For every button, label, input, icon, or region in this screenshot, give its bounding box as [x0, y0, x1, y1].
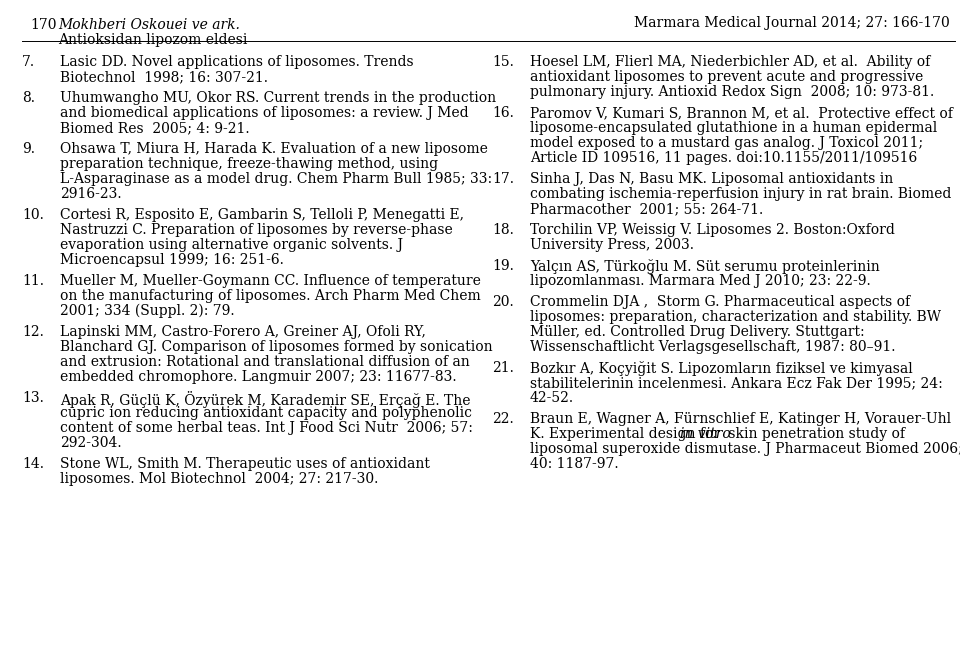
Text: cupric ion reducing antioxidant capacity and polyphenolic: cupric ion reducing antioxidant capacity…	[60, 406, 472, 420]
Text: on the manufacturing of liposomes. Arch Pharm Med Chem: on the manufacturing of liposomes. Arch …	[60, 289, 481, 303]
Text: Marmara Medical Journal 2014; 27: 166-170: Marmara Medical Journal 2014; 27: 166-17…	[635, 16, 950, 30]
Text: embedded chromophore. Langmuir 2007; 23: 11677-83.: embedded chromophore. Langmuir 2007; 23:…	[60, 370, 457, 384]
Text: 292-304.: 292-304.	[60, 436, 122, 450]
Text: 7.: 7.	[22, 55, 36, 69]
Text: 17.: 17.	[492, 172, 514, 186]
Text: Mokhberi Oskouei ve ark.: Mokhberi Oskouei ve ark.	[58, 18, 240, 32]
Text: 2001; 334 (Suppl. 2): 79.: 2001; 334 (Suppl. 2): 79.	[60, 304, 234, 319]
Text: Müller, ed. Controlled Drug Delivery. Stuttgart:: Müller, ed. Controlled Drug Delivery. St…	[530, 325, 865, 339]
Text: Pharmacother  2001; 55: 264-71.: Pharmacother 2001; 55: 264-71.	[530, 202, 763, 216]
Text: 21.: 21.	[492, 361, 514, 375]
Text: 20.: 20.	[492, 295, 514, 309]
Text: evaporation using alternative organic solvents. J: evaporation using alternative organic so…	[60, 238, 403, 252]
Text: skin penetration study of: skin penetration study of	[724, 427, 905, 441]
Text: in vitro: in vitro	[680, 427, 731, 441]
Text: Microencapsul 1999; 16: 251-6.: Microencapsul 1999; 16: 251-6.	[60, 253, 284, 267]
Text: pulmonary injury. Antioxid Redox Sign  2008; 10: 973-81.: pulmonary injury. Antioxid Redox Sign 20…	[530, 85, 934, 99]
Text: 13.: 13.	[22, 391, 44, 405]
Text: 2916-23.: 2916-23.	[60, 187, 122, 201]
Text: Uhumwangho MU, Okor RS. Current trends in the production: Uhumwangho MU, Okor RS. Current trends i…	[60, 91, 496, 105]
Text: 9.: 9.	[22, 142, 35, 156]
Text: liposomes. Mol Biotechnol  2004; 27: 217-30.: liposomes. Mol Biotechnol 2004; 27: 217-…	[60, 472, 378, 486]
Text: model exposed to a mustard gas analog. J Toxicol 2011;: model exposed to a mustard gas analog. J…	[530, 136, 924, 150]
Text: Torchilin VP, Weissig V. Liposomes 2. Boston:Oxford: Torchilin VP, Weissig V. Liposomes 2. Bo…	[530, 223, 895, 237]
Text: Paromov V, Kumari S, Brannon M, et al.  Protective effect of: Paromov V, Kumari S, Brannon M, et al. P…	[530, 106, 953, 120]
Text: Ohsawa T, Miura H, Harada K. Evaluation of a new liposome: Ohsawa T, Miura H, Harada K. Evaluation …	[60, 142, 488, 156]
Text: University Press, 2003.: University Press, 2003.	[530, 238, 694, 252]
Text: Braun E, Wagner A, Fürnschlief E, Katinger H, Vorauer-Uhl: Braun E, Wagner A, Fürnschlief E, Kating…	[530, 412, 951, 426]
Text: Mueller M, Mueller-Goymann CC. Influence of temperature: Mueller M, Mueller-Goymann CC. Influence…	[60, 274, 481, 288]
Text: 40: 1187-97.: 40: 1187-97.	[530, 457, 618, 471]
Text: Biotechnol  1998; 16: 307-21.: Biotechnol 1998; 16: 307-21.	[60, 70, 268, 84]
Text: K. Experimental design for: K. Experimental design for	[530, 427, 725, 441]
Text: Article ID 109516, 11 pages. doi:10.1155/2011/109516: Article ID 109516, 11 pages. doi:10.1155…	[530, 151, 917, 165]
Text: Biomed Res  2005; 4: 9-21.: Biomed Res 2005; 4: 9-21.	[60, 121, 250, 135]
Text: Antioksidan lipozom eldesi: Antioksidan lipozom eldesi	[58, 33, 248, 47]
Text: stabilitelerinin incelenmesi. Ankara Ecz Fak Der 1995; 24:: stabilitelerinin incelenmesi. Ankara Ecz…	[530, 376, 943, 390]
Text: preparation technique, freeze-thawing method, using: preparation technique, freeze-thawing me…	[60, 157, 438, 171]
Text: L-Asparaginase as a model drug. Chem Pharm Bull 1985; 33:: L-Asparaginase as a model drug. Chem Pha…	[60, 172, 492, 186]
Text: combating ischemia-reperfusion injury in rat brain. Biomed: combating ischemia-reperfusion injury in…	[530, 187, 951, 201]
Text: liposomal superoxide dismutase. J Pharmaceut Biomed 2006;: liposomal superoxide dismutase. J Pharma…	[530, 442, 960, 456]
Text: 12.: 12.	[22, 325, 44, 339]
Text: 15.: 15.	[492, 55, 514, 69]
Text: and biomedical applications of liposomes: a review. J Med: and biomedical applications of liposomes…	[60, 106, 468, 120]
Text: 42-52.: 42-52.	[530, 391, 574, 405]
Text: Yalçın AS, Türkoğlu M. Süt serumu proteinlerinin: Yalçın AS, Türkoğlu M. Süt serumu protei…	[530, 259, 879, 274]
Text: Lasic DD. Novel applications of liposomes. Trends: Lasic DD. Novel applications of liposome…	[60, 55, 414, 69]
Text: and extrusion: Rotational and translational diffusion of an: and extrusion: Rotational and translatio…	[60, 355, 469, 369]
Text: Hoesel LM, Flierl MA, Niederbichler AD, et al.  Ability of: Hoesel LM, Flierl MA, Niederbichler AD, …	[530, 55, 930, 69]
Text: Stone WL, Smith M. Therapeutic uses of antioxidant: Stone WL, Smith M. Therapeutic uses of a…	[60, 457, 430, 471]
Text: 11.: 11.	[22, 274, 44, 288]
Text: 16.: 16.	[492, 106, 514, 120]
Text: liposome-encapsulated glutathione in a human epidermal: liposome-encapsulated glutathione in a h…	[530, 121, 937, 135]
Text: 170: 170	[30, 18, 57, 32]
Text: Crommelin DJA ,  Storm G. Pharmaceutical aspects of: Crommelin DJA , Storm G. Pharmaceutical …	[530, 295, 910, 309]
Text: liposomes: preparation, characterization and stability. BW: liposomes: preparation, characterization…	[530, 310, 941, 324]
Text: Sinha J, Das N, Basu MK. Liposomal antioxidants in: Sinha J, Das N, Basu MK. Liposomal antio…	[530, 172, 893, 186]
Text: 14.: 14.	[22, 457, 44, 471]
Text: 10.: 10.	[22, 208, 44, 222]
Text: Wissenschaftlicht Verlagsgesellschaft, 1987: 80–91.: Wissenschaftlicht Verlagsgesellschaft, 1…	[530, 340, 896, 354]
Text: content of some herbal teas. Int J Food Sci Nutr  2006; 57:: content of some herbal teas. Int J Food …	[60, 421, 473, 435]
Text: Cortesi R, Esposito E, Gambarin S, Telloli P, Menegatti E,: Cortesi R, Esposito E, Gambarin S, Tello…	[60, 208, 464, 222]
Text: 18.: 18.	[492, 223, 514, 237]
Text: 19.: 19.	[492, 259, 514, 273]
Text: 22.: 22.	[492, 412, 514, 426]
Text: Blanchard GJ. Comparison of liposomes formed by sonication: Blanchard GJ. Comparison of liposomes fo…	[60, 340, 492, 354]
Text: Bozkır A, Koçyiğit S. Lipozomların fiziksel ve kimyasal: Bozkır A, Koçyiğit S. Lipozomların fizik…	[530, 361, 913, 376]
Text: Lapinski MM, Castro-Forero A, Greiner AJ, Ofoli RY,: Lapinski MM, Castro-Forero A, Greiner AJ…	[60, 325, 426, 339]
Text: Nastruzzi C. Preparation of liposomes by reverse-phase: Nastruzzi C. Preparation of liposomes by…	[60, 223, 453, 237]
Text: antioxidant liposomes to prevent acute and progressive: antioxidant liposomes to prevent acute a…	[530, 70, 924, 84]
Text: 8.: 8.	[22, 91, 35, 105]
Text: Apak R, Güçlü K, Özyürek M, Karademir SE, Erçağ E. The: Apak R, Güçlü K, Özyürek M, Karademir SE…	[60, 391, 470, 408]
Text: lipozomlanması. Marmara Med J 2010; 23: 22-9.: lipozomlanması. Marmara Med J 2010; 23: …	[530, 274, 871, 288]
